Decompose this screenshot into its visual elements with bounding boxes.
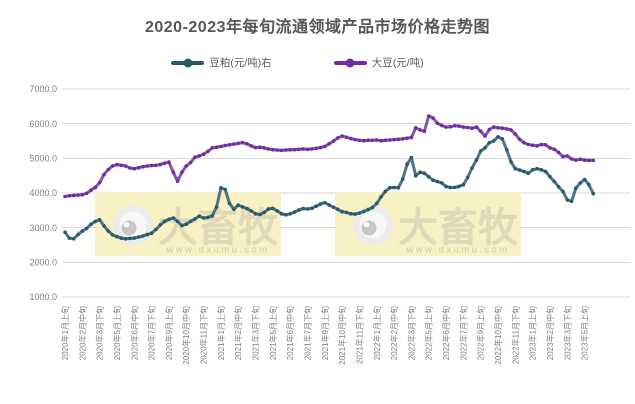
x-tick-label: 2022年9月上旬 bbox=[476, 306, 486, 360]
legend-dot-doupo bbox=[183, 58, 193, 67]
x-tick-label: 2020年1月上旬 bbox=[60, 306, 70, 360]
x-tick-label: 2020年10月中旬 bbox=[181, 306, 191, 365]
legend-label-doupo: 豆粕(元/吨)右 bbox=[209, 57, 272, 69]
legend-item-dadou: 大豆(元/吨) bbox=[333, 55, 424, 70]
series-dadou bbox=[63, 114, 596, 199]
x-tick-label: 2021年7月下旬 bbox=[302, 306, 312, 360]
x-tick-label: 2022年1月上旬 bbox=[372, 306, 382, 360]
x-tick-label: 2021年10月中旬 bbox=[337, 306, 347, 365]
x-tick-label: 2022年6月中旬 bbox=[441, 306, 451, 360]
x-tick-label: 2021年11月下旬 bbox=[354, 306, 364, 364]
chart-title: 2020-2023年每旬流通领域产品市场价格走势图 bbox=[144, 19, 491, 36]
y-tick-label: 4000.0 bbox=[29, 188, 57, 198]
legend-marker-dadou bbox=[333, 57, 367, 68]
x-tick-label: 2020年6月中旬 bbox=[129, 306, 139, 360]
x-tick-label: 2022年3月下旬 bbox=[406, 306, 416, 360]
x-tick-label: 2023年5月上旬 bbox=[580, 306, 590, 360]
x-axis-labels: 2020年1月上旬 2020年2月中旬 2020年3月下旬 2020年5月上旬 2020… bbox=[60, 306, 590, 365]
y-tick-label: 7000.0 bbox=[29, 84, 57, 94]
legend-item-doupo: 豆粕(元/吨)右 bbox=[171, 55, 272, 70]
x-tick-label: 2021年9月上旬 bbox=[320, 306, 330, 360]
x-tick-label: 2021年3月下旬 bbox=[251, 306, 261, 360]
x-tick-label: 2021年5月上旬 bbox=[268, 306, 278, 360]
x-tick-label: 2020年9月上旬 bbox=[164, 306, 174, 360]
y-tick-label: 2000.0 bbox=[29, 258, 57, 268]
x-tick-label: 2022年10月中旬 bbox=[493, 306, 503, 365]
x-tick-label: 2023年2月中旬 bbox=[545, 306, 555, 360]
x-tick-label: 2021年6月中旬 bbox=[285, 306, 295, 360]
x-tick-label: 2020年3月下旬 bbox=[95, 306, 105, 360]
chart-legend: 豆粕(元/吨)右 大豆(元/吨) bbox=[0, 55, 615, 70]
x-tick-label: 2021年2月中旬 bbox=[233, 306, 243, 360]
x-tick-label: 2020年11月下旬 bbox=[199, 306, 209, 364]
legend-dot-dadou bbox=[345, 58, 355, 67]
y-axis-labels: 7000.0 6000.0 5000.0 4000.0 3000.0 2000.0 1000… bbox=[29, 84, 57, 302]
y-tick-label: 3000.0 bbox=[29, 223, 57, 233]
watermark-site-text: www.dxumu.com bbox=[166, 245, 270, 256]
x-tick-label: 2022年7月下旬 bbox=[458, 306, 468, 360]
x-tick-label: 2020年5月上旬 bbox=[112, 306, 122, 360]
x-tick-label: 2022年5月上旬 bbox=[424, 306, 434, 360]
x-tick-label: 2022年11月下旬 bbox=[510, 306, 520, 364]
series-doupo bbox=[63, 135, 596, 241]
x-tick-label: 2023年3月下旬 bbox=[562, 306, 572, 360]
x-tick-label: 2020年2月中旬 bbox=[77, 306, 87, 360]
legend-marker-doupo bbox=[171, 57, 205, 68]
y-tick-label: 6000.0 bbox=[29, 119, 57, 129]
x-tick-label: 2020年7月下旬 bbox=[147, 306, 157, 360]
x-tick-label: 2023年1月上旬 bbox=[528, 306, 538, 360]
watermark-site-text: www.dxumu.com bbox=[406, 245, 510, 256]
y-tick-label: 1000.0 bbox=[29, 292, 57, 302]
legend-label-dadou: 大豆(元/吨) bbox=[371, 57, 424, 69]
watermark-brand-text: 大畜牧 bbox=[398, 206, 519, 250]
y-tick-label: 5000.0 bbox=[29, 154, 57, 164]
x-tick-label: 2021年1月上旬 bbox=[216, 306, 226, 360]
x-tick-label: 2022年2月中旬 bbox=[389, 306, 399, 360]
